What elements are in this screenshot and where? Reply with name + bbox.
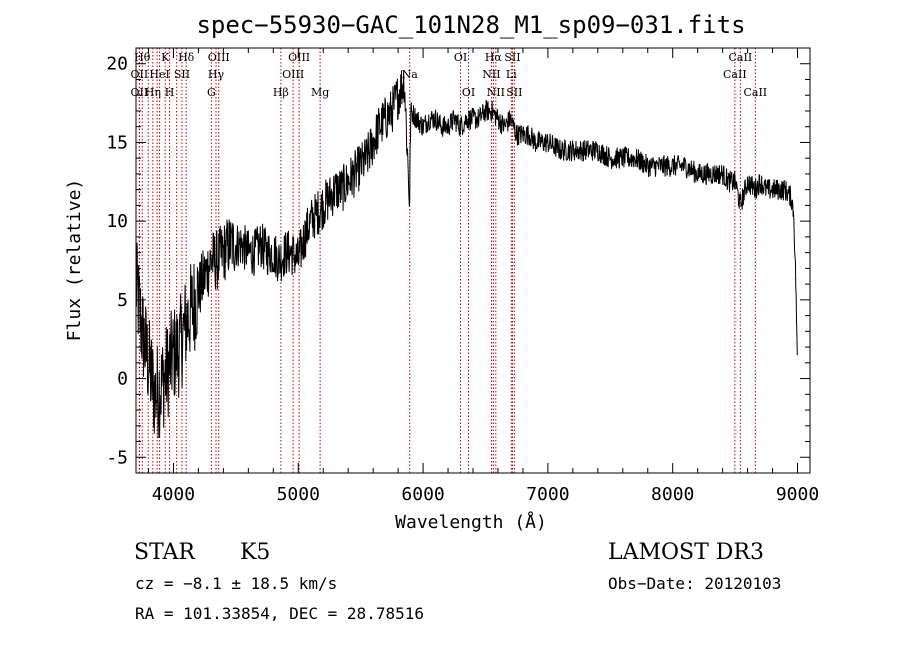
marker-label: CaII xyxy=(729,51,753,64)
marker-label: SII xyxy=(174,68,190,81)
marker-label: OI xyxy=(462,86,475,99)
marker-label: H xyxy=(165,86,175,99)
y-tick-label: 5 xyxy=(117,290,128,311)
spectrum-line xyxy=(135,70,798,439)
survey-label: LAMOST DR3 xyxy=(608,540,764,565)
cz-text: cz = −8.1 ± 18.5 km/s xyxy=(135,574,338,593)
x-tick-label: 5000 xyxy=(277,484,320,505)
y-tick-label: 20 xyxy=(106,54,128,75)
marker-label: Na xyxy=(402,68,419,81)
chart-title: spec−55930−GAC_101N28_M1_sp09−031.fits xyxy=(196,11,745,39)
marker-label: Hα xyxy=(485,51,503,64)
marker-label: CaII xyxy=(723,68,747,81)
x-axis: 4000 5000 6000 7000 8000 9000 xyxy=(147,48,819,505)
marker-label: Hβ xyxy=(273,86,289,99)
y-tick-label: -5 xyxy=(106,447,128,468)
class-label: STAR xyxy=(134,540,195,565)
x-tick-label: 4000 xyxy=(152,484,195,505)
marker-label: Hδ xyxy=(178,51,195,64)
marker-label: OIII xyxy=(288,51,310,64)
marker-label: OII xyxy=(131,68,149,81)
obs-date: Obs−Date: 20120103 xyxy=(608,574,782,593)
marker-label: HeI xyxy=(149,68,169,81)
y-tick-label: 10 xyxy=(106,211,128,232)
marker-label: CaII xyxy=(743,86,767,99)
x-tick-label: 6000 xyxy=(401,484,444,505)
marker-label: OI xyxy=(454,51,467,64)
marker-label: G xyxy=(207,86,216,99)
marker-label: Hη xyxy=(145,86,161,99)
subclass-label: K5 xyxy=(240,540,271,565)
x-tick-label: 7000 xyxy=(526,484,569,505)
marker-label: SII xyxy=(506,86,522,99)
marker-labels: HθOIIOIIHηHeIKHSIIHδGHγOIIIHβOIIIOIIIMgN… xyxy=(131,51,768,99)
radec-text: RA = 101.33854, DEC = 28.78516 xyxy=(135,604,424,623)
marker-lines xyxy=(138,48,756,473)
marker-label: OII xyxy=(131,86,149,99)
x-tick-label: 8000 xyxy=(651,484,694,505)
x-axis-label: Wavelength (Å) xyxy=(395,511,547,533)
y-tick-label: 15 xyxy=(106,132,128,153)
marker-label: OIII xyxy=(282,68,304,81)
marker-label: NII xyxy=(487,86,505,99)
marker-label: OIII xyxy=(208,51,230,64)
marker-label: Hθ xyxy=(134,51,151,64)
marker-label: Mg xyxy=(311,86,329,99)
marker-label: NII xyxy=(482,68,500,81)
marker-label: K xyxy=(161,51,170,64)
y-axis-label: Flux (relative) xyxy=(64,179,85,342)
marker-label: Li xyxy=(506,68,517,81)
x-tick-label: 9000 xyxy=(776,484,819,505)
y-tick-label: 0 xyxy=(117,369,128,390)
marker-label: Hγ xyxy=(208,68,225,81)
marker-label: SII xyxy=(504,51,520,64)
y-axis: -5 0 5 10 15 20 xyxy=(106,47,810,474)
